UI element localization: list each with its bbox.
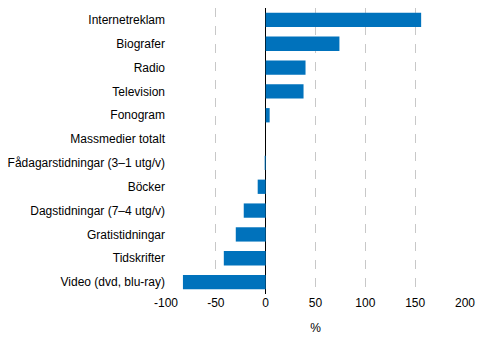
svg-text:50: 50 [309,296,323,310]
svg-text:150: 150 [405,296,425,310]
svg-text:-50: -50 [207,296,225,310]
svg-text:%: % [310,321,321,335]
svg-text:Fonogram: Fonogram [110,108,165,122]
svg-text:-100: -100 [154,296,178,310]
svg-text:Fådagarstidningar (3–1 utg/v): Fådagarstidningar (3–1 utg/v) [8,156,165,170]
svg-text:Video (dvd, blu-ray): Video (dvd, blu-ray) [61,275,166,289]
svg-text:Biografer: Biografer [116,37,165,51]
svg-text:Television: Television [112,85,165,99]
svg-text:Massmedier totalt: Massmedier totalt [70,132,165,146]
svg-text:Radio: Radio [134,61,166,75]
svg-text:Gratistidningar: Gratistidningar [87,228,165,242]
svg-text:Internetreklam: Internetreklam [88,13,165,27]
svg-text:0: 0 [262,296,269,310]
svg-text:Dagstidningar (7–4 utg/v): Dagstidningar (7–4 utg/v) [30,204,165,218]
svg-text:Tidskrifter: Tidskrifter [113,251,165,265]
svg-text:100: 100 [355,296,375,310]
svg-text:Böcker: Böcker [128,180,165,194]
svg-text:200: 200 [455,296,475,310]
